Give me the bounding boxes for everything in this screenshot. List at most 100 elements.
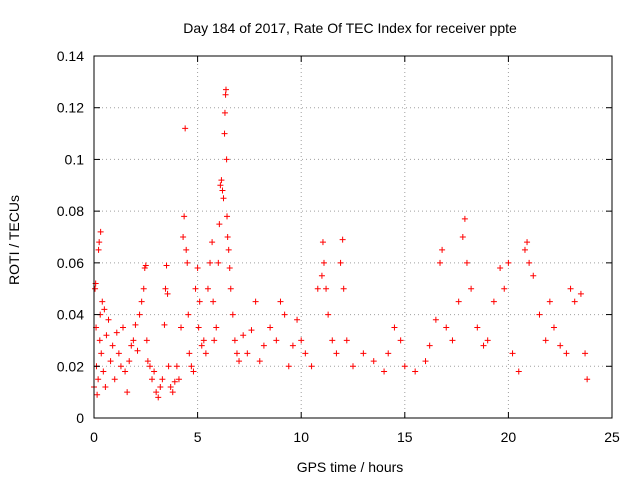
data-point [198,342,205,349]
y-axis-label: ROTI / TECUs [6,195,22,285]
data-point [571,298,578,305]
y-tick-label: 0.14 [57,48,84,64]
data-point [226,265,233,272]
data-point [340,285,347,292]
data-point [439,246,446,253]
y-tick-label: 0.06 [57,255,84,271]
data-point [99,298,106,305]
data-point [164,290,171,297]
data-point [143,337,150,344]
data-point [289,342,296,349]
data-point [461,215,468,222]
data-point [92,285,99,292]
data-point [273,337,280,344]
data-point [180,234,187,240]
data-point [524,239,531,246]
data-point [146,363,153,370]
data-point [149,376,156,383]
data-point [220,195,227,202]
data-point [320,259,327,266]
data-point [181,213,188,220]
x-tick-label: 5 [194,429,202,445]
data-point [109,342,116,349]
data-point [213,324,220,331]
data-point [94,391,101,398]
x-tick-label: 25 [604,429,620,445]
data-point [329,337,336,344]
data-point [153,389,160,396]
data-point [169,389,176,396]
data-point [128,342,135,349]
data-point [186,350,193,357]
data-point [323,285,330,292]
y-tick-label: 0.02 [57,358,84,374]
data-point [183,246,190,253]
data-point [96,239,103,246]
chart-title: Day 184 of 2017, Rate Of TEC Index for r… [183,20,517,36]
data-point [567,285,574,292]
data-point [550,324,557,331]
data-point [443,324,450,331]
data-point [132,321,139,328]
plot-frame [93,55,613,419]
data-point [501,285,508,292]
data-points [91,86,591,401]
data-point [391,324,398,331]
data-point [194,265,201,272]
data-point [530,272,537,279]
x-axis-ticks: 0 5 10 15 20 25 [90,56,620,445]
data-point [184,259,191,266]
data-point [536,311,543,318]
data-point [497,265,504,272]
data-point [215,259,222,266]
data-point [204,285,211,292]
data-point [207,259,214,266]
data-point [244,350,251,357]
data-point [221,109,228,116]
data-point [437,259,444,266]
data-point [267,324,274,331]
y-tick-label: 0.1 [65,151,85,167]
data-point [157,383,164,390]
data-point [188,363,195,370]
data-point [192,285,199,292]
data-point [163,262,170,269]
data-point [222,91,229,98]
data-point [333,350,340,357]
x-tick-label: 10 [293,429,309,445]
data-point [318,272,325,279]
data-point [167,383,174,390]
data-point [432,316,439,323]
data-point [162,285,169,292]
data-point [490,298,497,305]
data-point [350,363,356,370]
data-point [113,329,120,336]
data-point [195,324,202,331]
data-point [136,311,143,318]
data-point [463,259,470,266]
data-point [468,285,475,292]
data-point [370,358,377,365]
data-point [161,321,168,328]
grid [94,56,612,418]
data-point [155,394,162,401]
data-point [474,324,481,331]
data-point [526,259,533,266]
data-point [449,337,456,344]
data-point [521,246,528,253]
data-point [117,363,124,370]
data-point [95,376,102,383]
data-point [142,262,149,269]
data-point [165,363,172,370]
data-point [308,363,315,370]
data-point [223,156,230,163]
data-point [111,376,118,383]
data-point [200,337,207,344]
data-point [171,378,178,385]
data-point [302,350,309,357]
data-point [546,298,553,305]
data-point [227,285,234,292]
data-point [216,221,223,228]
data-point [509,350,516,357]
data-point [178,324,185,331]
